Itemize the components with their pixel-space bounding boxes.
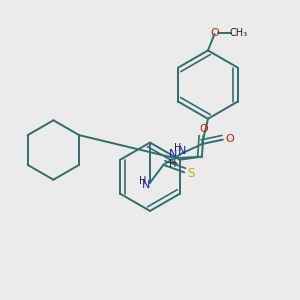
Text: H: H <box>174 142 181 153</box>
Text: N: N <box>169 149 177 159</box>
Text: O: O <box>200 124 208 134</box>
Text: H: H <box>169 158 176 169</box>
Text: S: S <box>187 167 194 180</box>
Text: O: O <box>226 134 235 144</box>
Text: N: N <box>142 180 151 190</box>
Text: CH₃: CH₃ <box>229 28 247 38</box>
Text: N: N <box>178 146 186 157</box>
Text: H: H <box>139 176 146 186</box>
Text: O: O <box>210 28 219 38</box>
